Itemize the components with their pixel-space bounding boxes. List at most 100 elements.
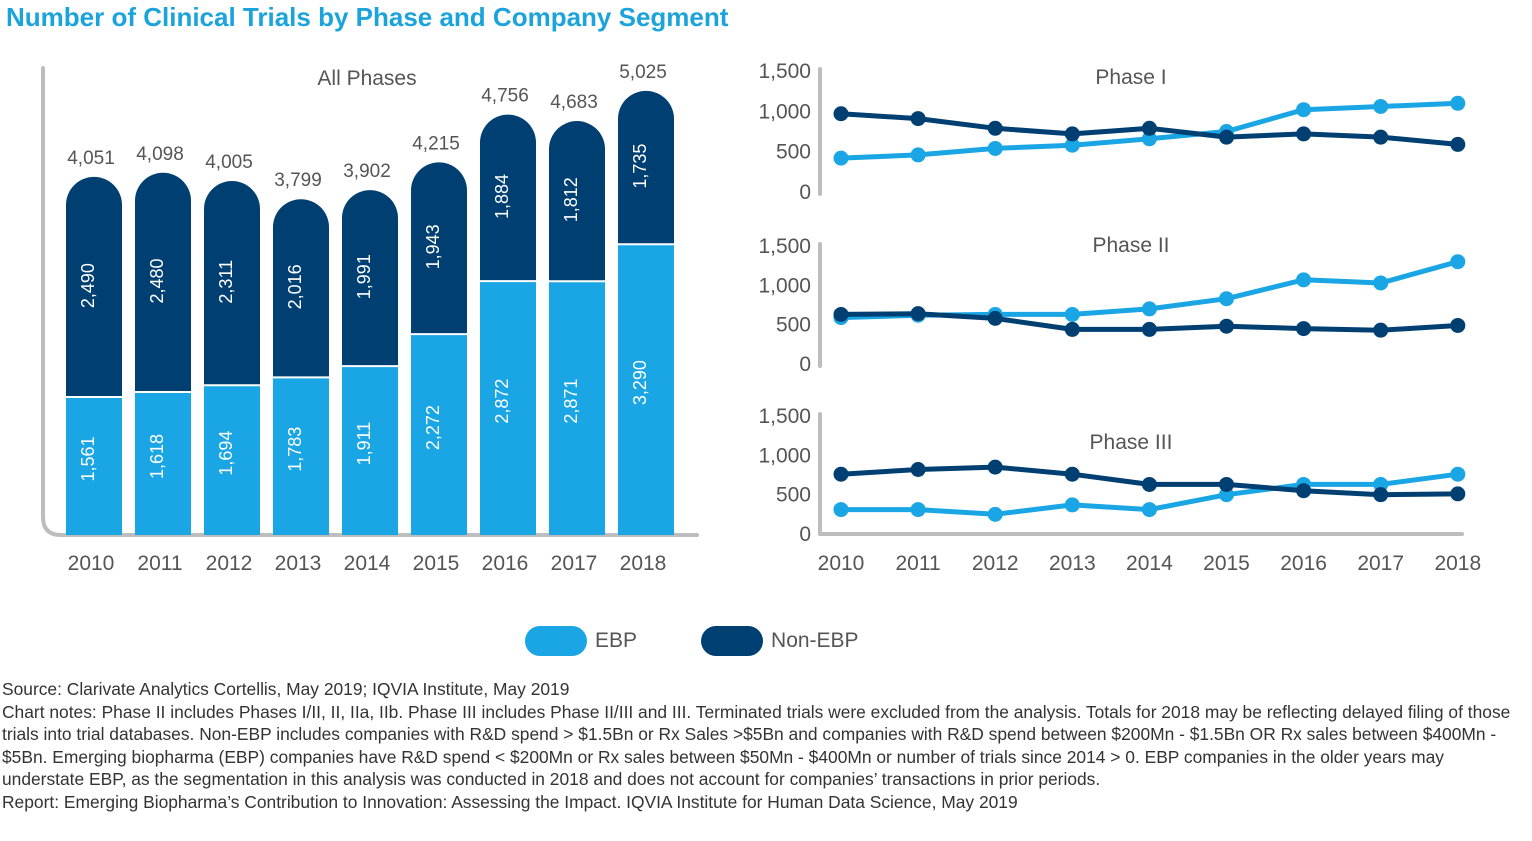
point-phase-iii-non-ebp-2015 — [1219, 476, 1234, 492]
point-phase-iii-ebp-2014 — [1141, 502, 1157, 518]
point-phase-i-non-ebp-2016 — [1296, 126, 1312, 142]
charts-canvas: All Phases 1,561 2,490 4,051 2010 1,618 2,480 4… — [41, 60, 1481, 575]
line-ytick-phase-iii-1-500: 1,500 — [758, 405, 811, 428]
bar-total-2014: 3,902 — [343, 161, 391, 182]
bar-label-non-ebp-2011: 2,480 — [147, 258, 167, 303]
bar-ebp-2017 — [549, 281, 605, 535]
bar-ebp-2015 — [411, 334, 467, 535]
legend: EBP Non-EBP — [525, 624, 923, 658]
point-phase-i-non-ebp-2017 — [1373, 129, 1389, 145]
point-phase-iii-non-ebp-2014 — [1141, 476, 1157, 492]
bar-xtick-2016: 2016 — [482, 552, 529, 575]
legend-swatch-ebp — [525, 626, 587, 656]
bar-ebp-2018 — [618, 244, 674, 535]
bar-label-ebp-2018: 3,290 — [630, 360, 650, 405]
point-phase-ii-non-ebp-2016 — [1296, 321, 1312, 337]
line-xtick-2015: 2015 — [1203, 552, 1250, 575]
point-phase-iii-non-ebp-2012 — [987, 459, 1003, 475]
point-phase-ii-non-ebp-2012 — [987, 310, 1003, 326]
bar-label-ebp-2016: 2,872 — [492, 379, 512, 424]
bar-total-2011: 4,098 — [136, 144, 184, 165]
bar-label-non-ebp-2010: 2,490 — [78, 263, 98, 308]
point-phase-ii-ebp-2016 — [1296, 272, 1312, 288]
bar-non-ebp-2011 — [135, 172, 191, 392]
bar-xtick-2012: 2012 — [206, 552, 253, 575]
line-xtick-2010: 2010 — [818, 552, 865, 575]
point-phase-ii-non-ebp-2014 — [1141, 321, 1157, 337]
point-phase-i-ebp-2017 — [1373, 98, 1389, 114]
point-phase-ii-non-ebp-2015 — [1219, 318, 1234, 334]
bar-total-2016: 4,756 — [481, 86, 529, 107]
bar-label-non-ebp-2015: 1,943 — [423, 224, 443, 269]
bar-ebp-2010 — [66, 397, 122, 535]
point-phase-iii-non-ebp-2016 — [1296, 483, 1312, 499]
line-ytick-phase-ii-0: 0 — [799, 353, 811, 376]
line-xtick-2016: 2016 — [1280, 552, 1327, 575]
point-phase-i-ebp-2013 — [1064, 137, 1080, 153]
line-ytick-phase-iii-500: 500 — [776, 484, 811, 507]
bar-label-non-ebp-2013: 2,016 — [285, 264, 305, 309]
bar-label-non-ebp-2018: 1,735 — [630, 144, 650, 189]
bar-non-ebp-2016 — [480, 114, 536, 282]
line-ytick-phase-ii-500: 500 — [776, 314, 811, 337]
legend-label-ebp: EBP — [595, 629, 638, 652]
bar-xtick-2015: 2015 — [413, 552, 460, 575]
point-phase-iii-ebp-2013 — [1064, 497, 1080, 513]
line-xtick-2012: 2012 — [972, 552, 1019, 575]
bar-label-ebp-2010: 1,561 — [78, 436, 98, 481]
line-xtick-2018: 2018 — [1434, 552, 1481, 575]
bar-label-ebp-2017: 2,871 — [561, 379, 581, 424]
legend-item-ebp: EBP — [525, 626, 637, 656]
line-title-phase-iii: Phase III — [1090, 431, 1173, 454]
line-ytick-phase-i-1-500: 1,500 — [758, 60, 811, 83]
point-phase-ii-ebp-2013 — [1064, 306, 1080, 322]
point-phase-ii-non-ebp-2010 — [833, 306, 849, 322]
bar-xtick-2011: 2011 — [137, 552, 182, 575]
point-phase-ii-non-ebp-2018 — [1450, 317, 1466, 333]
bar-chart-title: All Phases — [317, 67, 416, 90]
point-phase-ii-ebp-2015 — [1219, 291, 1234, 307]
bar-label-ebp-2015: 2,272 — [423, 405, 443, 450]
point-phase-i-non-ebp-2011 — [910, 111, 926, 127]
point-phase-iii-ebp-2018 — [1450, 466, 1466, 482]
point-phase-ii-ebp-2014 — [1141, 301, 1157, 317]
bar-total-2015: 4,215 — [412, 133, 460, 154]
legend-swatch-non-ebp — [701, 626, 764, 656]
bar-total-2012: 4,005 — [205, 152, 253, 173]
bar-chart-axis — [41, 66, 699, 537]
chart-notes: Source: Clarivate Analytics Cortellis, M… — [2, 678, 1528, 814]
bar-xtick-2014: 2014 — [344, 552, 391, 575]
point-phase-ii-non-ebp-2011 — [910, 306, 926, 322]
line-ytick-phase-i-500: 500 — [776, 141, 811, 164]
bar-label-ebp-2012: 1,694 — [216, 431, 236, 476]
bar-non-ebp-2018 — [618, 90, 675, 245]
bar-label-ebp-2014: 1,911 — [354, 422, 374, 466]
source-note: Source: Clarivate Analytics Cortellis, M… — [2, 679, 570, 699]
point-phase-i-non-ebp-2010 — [833, 106, 849, 122]
chart-title: Number of Clinical Trials by Phase and C… — [6, 2, 729, 32]
line-xtick-2014: 2014 — [1126, 552, 1173, 575]
point-phase-ii-ebp-2017 — [1373, 275, 1389, 291]
legend-item-non-ebp: Non-EBP — [701, 626, 859, 656]
point-phase-i-ebp-2010 — [833, 150, 849, 166]
bar-label-non-ebp-2017: 1,812 — [561, 177, 581, 222]
legend-label-non-ebp: Non-EBP — [771, 629, 859, 652]
line-xtick-2011: 2011 — [896, 552, 941, 575]
point-phase-iii-ebp-2011 — [910, 502, 926, 518]
point-phase-ii-non-ebp-2017 — [1373, 322, 1389, 338]
bar-ebp-2013 — [273, 377, 329, 535]
bar-ebp-2016 — [480, 281, 536, 535]
point-phase-i-ebp-2014 — [1141, 131, 1157, 147]
bar-ebp-2011 — [135, 391, 191, 535]
bar-label-non-ebp-2016: 1,884 — [492, 174, 512, 219]
line-ytick-phase-i-1-000: 1,000 — [758, 100, 811, 123]
point-phase-i-ebp-2011 — [910, 147, 926, 163]
point-phase-i-ebp-2018 — [1450, 95, 1466, 111]
line-title-phase-ii: Phase II — [1092, 234, 1169, 257]
line-ytick-phase-ii-1-500: 1,500 — [758, 235, 811, 258]
bar-label-non-ebp-2014: 1,991 — [354, 254, 374, 299]
bar-total-2010: 4,051 — [67, 148, 115, 169]
bar-non-ebp-2010 — [66, 176, 122, 398]
bar-ebp-2014 — [342, 366, 398, 535]
point-phase-i-non-ebp-2015 — [1219, 129, 1234, 145]
